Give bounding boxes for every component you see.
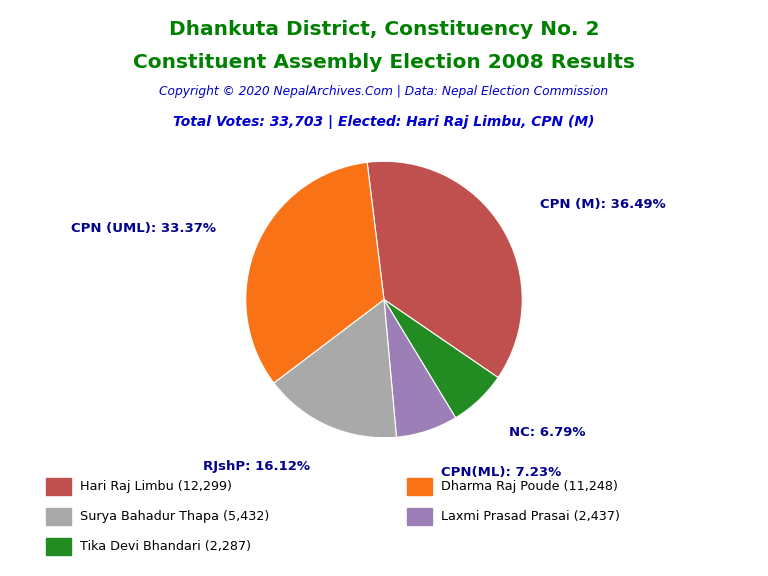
Text: Surya Bahadur Thapa (5,432): Surya Bahadur Thapa (5,432)	[80, 510, 269, 523]
Text: NC: 6.79%: NC: 6.79%	[509, 426, 586, 438]
Text: Tika Devi Bhandari (2,287): Tika Devi Bhandari (2,287)	[80, 540, 251, 553]
Text: RJshP: 16.12%: RJshP: 16.12%	[204, 460, 310, 473]
Wedge shape	[246, 162, 384, 383]
Text: Dharma Raj Poude (11,248): Dharma Raj Poude (11,248)	[441, 480, 617, 493]
Wedge shape	[367, 161, 522, 377]
Text: Copyright © 2020 NepalArchives.Com | Data: Nepal Election Commission: Copyright © 2020 NepalArchives.Com | Dat…	[160, 85, 608, 98]
Text: CPN(ML): 7.23%: CPN(ML): 7.23%	[441, 467, 561, 479]
Text: Laxmi Prasad Prasai (2,437): Laxmi Prasad Prasai (2,437)	[441, 510, 620, 523]
Wedge shape	[384, 300, 498, 418]
Wedge shape	[384, 300, 455, 437]
Text: Total Votes: 33,703 | Elected: Hari Raj Limbu, CPN (M): Total Votes: 33,703 | Elected: Hari Raj …	[174, 115, 594, 129]
Text: Hari Raj Limbu (12,299): Hari Raj Limbu (12,299)	[80, 480, 232, 493]
Text: Constituent Assembly Election 2008 Results: Constituent Assembly Election 2008 Resul…	[133, 53, 635, 72]
Text: CPN (M): 36.49%: CPN (M): 36.49%	[540, 198, 666, 211]
Text: CPN (UML): 33.37%: CPN (UML): 33.37%	[71, 222, 216, 235]
Wedge shape	[274, 300, 396, 438]
Text: Dhankuta District, Constituency No. 2: Dhankuta District, Constituency No. 2	[169, 20, 599, 39]
